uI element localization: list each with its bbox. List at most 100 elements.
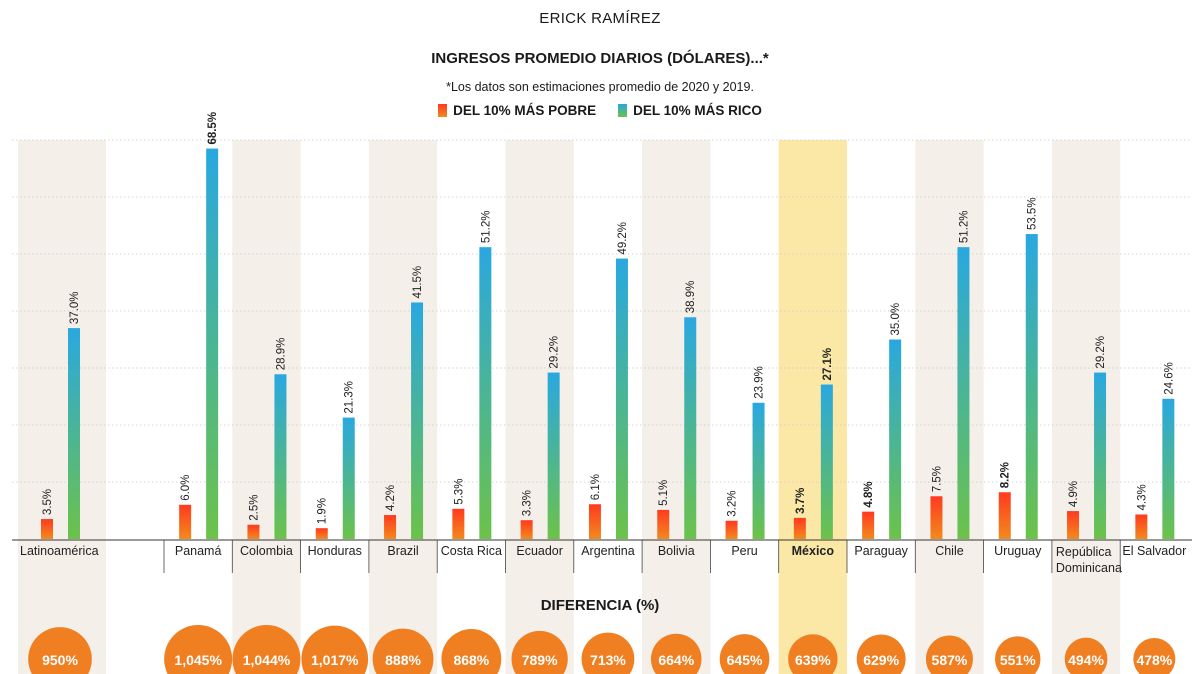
data-label-poor: 6.0% bbox=[180, 475, 192, 501]
data-label-poor: 4.8% bbox=[863, 481, 875, 507]
bar-rich-10 bbox=[820, 384, 833, 539]
difference-label: 587% bbox=[932, 652, 968, 668]
difference-circle-13 bbox=[995, 636, 1041, 674]
data-label-poor: 3.7% bbox=[795, 488, 807, 514]
data-label-rich: 24.6% bbox=[1163, 362, 1175, 395]
data-label-rich: 49.2% bbox=[617, 222, 629, 255]
bar-rich-4 bbox=[411, 302, 424, 539]
difference-circle-7 bbox=[581, 632, 635, 674]
data-label-poor: 3.5% bbox=[42, 489, 54, 515]
data-label-poor: 5.1% bbox=[658, 480, 670, 506]
data-label-rich: 21.3% bbox=[344, 381, 356, 414]
chart-subtitle: *Los datos son estimaciones promedio de … bbox=[446, 80, 754, 94]
category-label: Latinoamérica bbox=[20, 544, 99, 558]
difference-label: 1,017% bbox=[311, 652, 359, 668]
category-label: Ecuador bbox=[516, 544, 563, 558]
bar-poor-14 bbox=[1067, 511, 1080, 539]
data-label-rich: 53.5% bbox=[1027, 197, 1039, 230]
bar-poor-10 bbox=[793, 517, 806, 539]
difference-circle-5 bbox=[441, 629, 502, 674]
difference-label: 888% bbox=[385, 652, 421, 668]
bar-poor-15 bbox=[1135, 514, 1148, 539]
category-label: Bolivia bbox=[658, 544, 695, 558]
bar-rich-15 bbox=[1162, 398, 1175, 539]
data-label-poor: 3.2% bbox=[727, 491, 739, 517]
difference-label: 1,045% bbox=[174, 652, 222, 668]
column-band bbox=[232, 140, 301, 674]
difference-circle-2 bbox=[232, 625, 301, 674]
category-label: Honduras bbox=[308, 544, 362, 558]
column-band bbox=[915, 140, 984, 674]
bar-poor-6 bbox=[520, 520, 533, 539]
difference-circle-0 bbox=[28, 627, 92, 674]
difference-label: 789% bbox=[522, 652, 558, 668]
category-label: Chile bbox=[935, 544, 964, 558]
column-band bbox=[505, 140, 574, 674]
column-band bbox=[1051, 140, 1121, 674]
bar-poor-2 bbox=[247, 524, 260, 539]
data-label-rich: 29.2% bbox=[1095, 336, 1107, 369]
difference-circle-10 bbox=[788, 634, 838, 674]
difference-label: 664% bbox=[658, 652, 694, 668]
column-band bbox=[368, 140, 438, 674]
column-band bbox=[642, 140, 711, 674]
difference-circle-3 bbox=[301, 625, 369, 674]
data-label-rich: 68.5% bbox=[207, 112, 219, 145]
bar-rich-9 bbox=[752, 402, 765, 539]
difference-label: 1,044% bbox=[243, 652, 291, 668]
bar-poor-5 bbox=[452, 508, 465, 539]
bar-poor-0 bbox=[41, 519, 53, 539]
data-label-rich: 51.2% bbox=[958, 211, 970, 244]
difference-circle-1 bbox=[164, 625, 233, 674]
bar-rich-11 bbox=[889, 339, 902, 539]
legend-label-poor: DEL 10% MÁS POBRE bbox=[453, 103, 597, 118]
legend-item-poor: DEL 10% MÁS POBRE bbox=[438, 103, 596, 118]
difference-label: 713% bbox=[590, 652, 626, 668]
legend: DEL 10% MÁS POBRE DEL 10% MÁS RICO bbox=[0, 103, 1200, 118]
category-label: Panamá bbox=[175, 544, 222, 558]
data-label-rich: 38.9% bbox=[685, 281, 697, 314]
data-label-rich: 23.9% bbox=[754, 366, 766, 399]
bar-rich-3 bbox=[342, 417, 355, 539]
data-label-rich: 37.0% bbox=[69, 291, 81, 324]
difference-circle-15 bbox=[1133, 638, 1176, 674]
difference-label: 478% bbox=[1136, 652, 1172, 668]
column-band bbox=[778, 140, 847, 674]
difference-label: 629% bbox=[863, 652, 899, 668]
data-label-rich: 51.2% bbox=[480, 211, 492, 244]
bar-poor-1 bbox=[179, 504, 192, 539]
data-label-rich: 35.0% bbox=[890, 303, 902, 336]
data-label-poor: 5.3% bbox=[453, 479, 465, 505]
difference-label: 950% bbox=[42, 652, 78, 668]
difference-circle-9 bbox=[719, 634, 770, 674]
bar-poor-11 bbox=[862, 511, 875, 539]
bar-rich-1 bbox=[206, 148, 219, 540]
category-label: Argentina bbox=[581, 544, 635, 558]
bar-poor-8 bbox=[657, 509, 670, 539]
data-label-rich: 27.1% bbox=[822, 348, 834, 381]
data-label-poor: 8.2% bbox=[1000, 462, 1012, 488]
data-label-poor: 3.3% bbox=[522, 490, 534, 516]
data-label-poor: 6.1% bbox=[590, 474, 602, 500]
data-label-poor: 4.9% bbox=[1068, 481, 1080, 507]
difference-label: 494% bbox=[1068, 652, 1104, 668]
data-label-poor: 1.9% bbox=[317, 498, 329, 524]
bar-poor-12 bbox=[930, 496, 943, 539]
difference-circle-8 bbox=[650, 633, 702, 674]
data-label-poor: 7.5% bbox=[931, 466, 943, 492]
category-label: República bbox=[1056, 545, 1112, 559]
difference-label: 868% bbox=[453, 652, 489, 668]
category-label: Peru bbox=[731, 544, 757, 558]
difference-circle-11 bbox=[856, 634, 906, 674]
bar-rich-14 bbox=[1094, 372, 1107, 539]
category-label: Costa Rica bbox=[441, 544, 502, 558]
difference-label: 645% bbox=[727, 652, 763, 668]
category-label: México bbox=[792, 544, 835, 558]
data-label-rich: 28.9% bbox=[275, 338, 287, 371]
bar-poor-3 bbox=[315, 528, 328, 539]
data-label-rich: 29.2% bbox=[549, 336, 561, 369]
bar-rich-7 bbox=[615, 258, 628, 539]
category-label: Paraguay bbox=[854, 544, 908, 558]
data-label-poor: 2.5% bbox=[248, 495, 260, 521]
